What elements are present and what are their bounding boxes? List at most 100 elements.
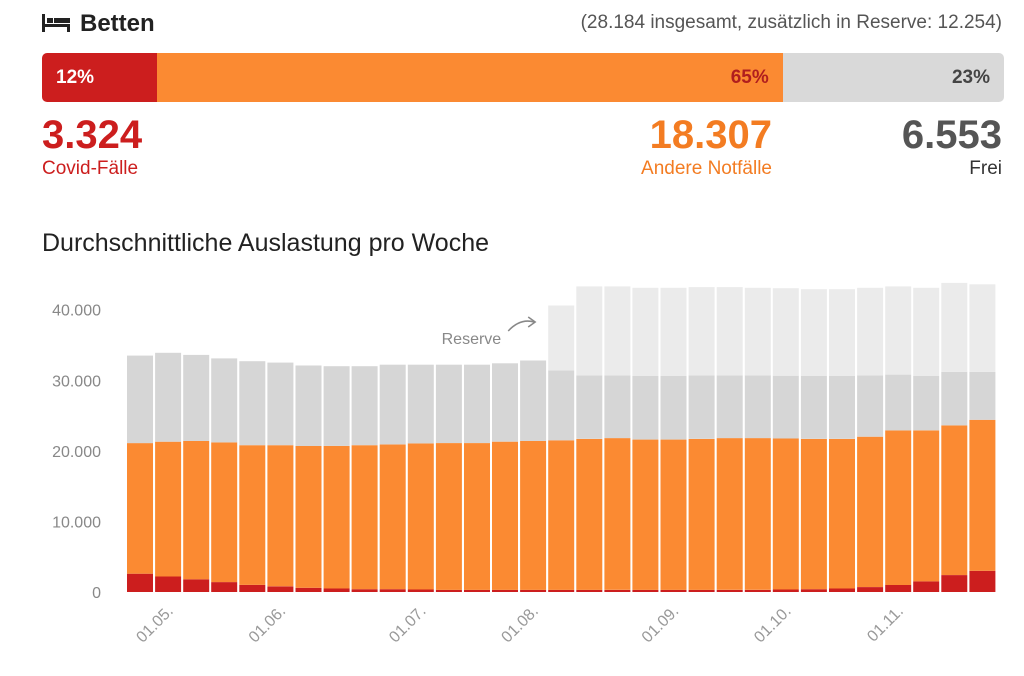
bar-covid bbox=[492, 589, 518, 592]
bar-other bbox=[913, 430, 940, 582]
x-tick-label: 01.10. bbox=[751, 603, 794, 646]
y-tick-label: 40.000 bbox=[52, 303, 101, 320]
bar-other bbox=[716, 438, 743, 590]
bar-other bbox=[155, 441, 182, 577]
bar-other bbox=[295, 445, 322, 588]
bar-covid bbox=[548, 589, 575, 592]
bar-free bbox=[548, 370, 575, 441]
bar-covid bbox=[211, 582, 238, 592]
bar-reserve bbox=[576, 286, 603, 376]
y-tick-label: 10.000 bbox=[52, 514, 101, 531]
bar-covid bbox=[239, 584, 266, 592]
bar-other bbox=[407, 443, 434, 590]
x-tick-label: 01.07. bbox=[386, 603, 429, 646]
y-tick-label: 0 bbox=[92, 585, 101, 602]
free-count: 6.553 bbox=[901, 113, 1002, 157]
bar-other bbox=[772, 438, 799, 590]
bar-free bbox=[660, 376, 687, 440]
bar-free bbox=[211, 358, 238, 443]
free-segment: 23% bbox=[782, 53, 1004, 102]
x-tick-label: 01.08. bbox=[498, 603, 541, 646]
bar-reserve bbox=[772, 288, 799, 376]
bar-reserve bbox=[941, 282, 968, 372]
bar-reserve bbox=[688, 287, 715, 376]
bar-covid bbox=[829, 588, 855, 592]
bar-other bbox=[323, 445, 350, 589]
bar-free bbox=[913, 376, 940, 431]
bar-free bbox=[379, 364, 406, 445]
covid-segment: 12% bbox=[42, 53, 158, 102]
bar-other bbox=[660, 439, 687, 590]
bar-covid bbox=[464, 589, 490, 592]
beds-header: Betten (28.184 insgesamt, zusätzlich in … bbox=[42, 8, 1004, 40]
reserve-arrow bbox=[507, 320, 535, 332]
bar-free bbox=[969, 371, 996, 420]
reserve-annotation: Reserve bbox=[442, 331, 502, 348]
bar-free bbox=[688, 375, 715, 439]
bar-free bbox=[127, 355, 153, 444]
bar-reserve bbox=[604, 286, 631, 376]
bar-covid bbox=[660, 589, 687, 592]
bar-free bbox=[295, 365, 322, 446]
x-tick-label: 01.06. bbox=[246, 603, 289, 646]
bar-covid bbox=[295, 587, 322, 592]
free-stat: 6.553 Frei bbox=[902, 112, 1002, 180]
bar-covid bbox=[969, 570, 996, 592]
bar-covid bbox=[941, 575, 968, 592]
x-tick-label: 01.09. bbox=[639, 603, 682, 646]
bar-free bbox=[744, 375, 771, 439]
bar-covid bbox=[267, 586, 294, 592]
bar-other bbox=[267, 445, 294, 587]
other-percent: 65% bbox=[730, 67, 769, 88]
covid-percent: 12% bbox=[56, 67, 95, 88]
beds-total: (28.184 insgesamt, zusätzlich in Reserve… bbox=[580, 12, 1002, 33]
covid-count: 3.324 bbox=[42, 113, 143, 157]
bar-other bbox=[379, 444, 406, 590]
beds-title: Betten bbox=[80, 10, 155, 37]
other-emergencies-segment: 65% bbox=[157, 53, 783, 102]
bar-free bbox=[239, 361, 266, 446]
bar-other bbox=[744, 438, 771, 590]
bar-free bbox=[632, 376, 659, 440]
bar-covid bbox=[435, 589, 462, 592]
bar-free bbox=[604, 375, 631, 439]
bar-covid bbox=[127, 573, 153, 592]
bar-other bbox=[885, 430, 912, 585]
bar-other bbox=[520, 441, 547, 590]
free-label: Frei bbox=[969, 158, 1002, 179]
bar-free bbox=[800, 376, 827, 439]
bar-covid bbox=[688, 589, 715, 592]
bar-covid bbox=[744, 589, 771, 592]
bar-other bbox=[435, 443, 462, 590]
bar-free bbox=[183, 354, 210, 441]
bar-other bbox=[183, 441, 210, 580]
bar-other bbox=[969, 419, 996, 571]
bar-reserve bbox=[548, 305, 575, 371]
bar-reserve bbox=[829, 289, 855, 376]
x-tick-label: 01.05. bbox=[133, 603, 176, 646]
free-percent: 23% bbox=[951, 67, 990, 88]
bar-covid bbox=[716, 589, 743, 592]
bar-covid bbox=[183, 579, 210, 592]
bar-reserve bbox=[744, 287, 771, 376]
bar-covid bbox=[351, 589, 378, 592]
bar-covid bbox=[520, 589, 547, 592]
bar-covid bbox=[576, 589, 603, 592]
bar-free bbox=[941, 371, 968, 426]
bar-covid bbox=[155, 576, 182, 592]
x-tick-label: 01.11. bbox=[864, 603, 907, 646]
other-label: Andere Notfälle bbox=[641, 158, 772, 179]
bar-free bbox=[267, 362, 294, 446]
covid-stat: 3.324 Covid-Fälle bbox=[42, 112, 142, 180]
bar-covid bbox=[885, 584, 912, 592]
other-stat: 18.307 Andere Notfälle bbox=[641, 112, 772, 180]
bar-other bbox=[604, 438, 631, 590]
y-tick-label: 20.000 bbox=[52, 444, 101, 461]
bar-other bbox=[941, 425, 968, 575]
bar-covid bbox=[772, 589, 799, 592]
other-count: 18.307 bbox=[649, 113, 772, 157]
bar-covid bbox=[800, 589, 827, 592]
chart-title: Durchschnittliche Auslastung pro Woche bbox=[42, 229, 489, 257]
bar-reserve bbox=[632, 287, 659, 376]
